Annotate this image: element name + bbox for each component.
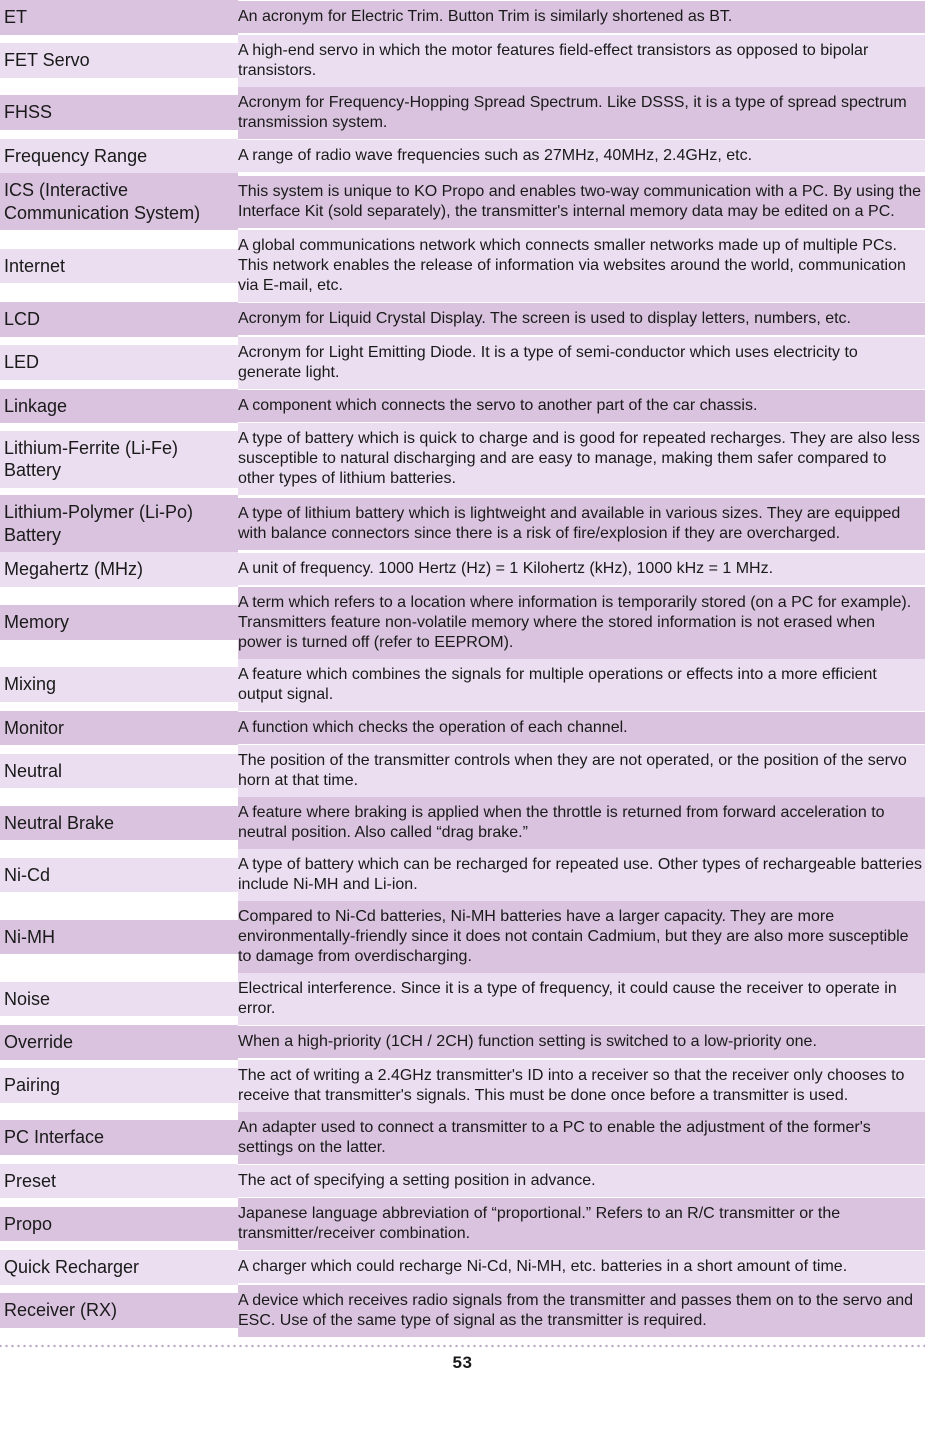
glossary-row: ICS (Interactive Communication System)Th… xyxy=(0,173,925,230)
glossary-term: Linkage xyxy=(0,389,238,424)
glossary-term: Noise xyxy=(0,982,238,1017)
glossary-definition: A charger which could recharge Ni-Cd, Ni… xyxy=(238,1251,925,1283)
glossary-row: FHSSAcronym for Frequency-Hopping Spread… xyxy=(0,87,925,139)
glossary-row: FET ServoA high-end servo in which the m… xyxy=(0,35,925,87)
glossary-definition: Japanese language abbreviation of “propo… xyxy=(238,1198,925,1250)
glossary-row: PairingThe act of writing a 2.4GHz trans… xyxy=(0,1060,925,1112)
glossary-term: Internet xyxy=(0,249,238,284)
glossary-row: Ni-MHCompared to Ni-Cd batteries, Ni-MH … xyxy=(0,901,925,973)
glossary-term: Lithium-Polymer (Li-Po) Battery xyxy=(0,495,238,552)
glossary-definition: An adapter used to connect a transmitter… xyxy=(238,1112,925,1164)
glossary-definition: A term which refers to a location where … xyxy=(238,587,925,659)
glossary-row: Lithium-Polymer (Li-Po) BatteryA type of… xyxy=(0,495,925,552)
glossary-definition: Compared to Ni-Cd batteries, Ni-MH batte… xyxy=(238,901,925,973)
glossary-row: PresetThe act of specifying a setting po… xyxy=(0,1164,925,1199)
glossary-term: Ni-MH xyxy=(0,920,238,955)
glossary-definition: A type of lithium battery which is light… xyxy=(238,498,925,550)
glossary-term: Mixing xyxy=(0,667,238,702)
glossary-row: MemoryA term which refers to a location … xyxy=(0,587,925,659)
glossary-definition: Acronym for Liquid Crystal Display. The … xyxy=(238,303,925,335)
glossary-term: FET Servo xyxy=(0,43,238,78)
glossary-definition: The act of writing a 2.4GHz transmitter'… xyxy=(238,1060,925,1112)
page-number: 53 xyxy=(0,1353,925,1373)
glossary-definition: A range of radio wave frequencies such a… xyxy=(238,140,925,172)
glossary-definition: A function which checks the operation of… xyxy=(238,712,925,744)
glossary-definition: The position of the transmitter controls… xyxy=(238,745,925,797)
glossary-definition: Acronym for Frequency-Hopping Spread Spe… xyxy=(238,87,925,139)
glossary-row: Receiver (RX)A device which receives rad… xyxy=(0,1285,925,1337)
glossary-term: Monitor xyxy=(0,711,238,746)
glossary-definition: A feature where braking is applied when … xyxy=(238,797,925,849)
glossary-row: Quick RechargerA charger which could rec… xyxy=(0,1250,925,1285)
glossary-row: Frequency RangeA range of radio wave fre… xyxy=(0,139,925,174)
glossary-term: Preset xyxy=(0,1164,238,1199)
glossary-term: ICS (Interactive Communication System) xyxy=(0,173,238,230)
glossary-row: PropoJapanese language abbreviation of “… xyxy=(0,1198,925,1250)
page-footer: 53 xyxy=(0,1343,925,1383)
glossary-row: Ni-CdA type of battery which can be rech… xyxy=(0,849,925,901)
glossary-term: Megahertz (MHz) xyxy=(0,552,238,587)
glossary-row: MonitorA function which checks the opera… xyxy=(0,711,925,746)
glossary-term: Receiver (RX) xyxy=(0,1293,238,1328)
glossary-definition: Electrical interference. Since it is a t… xyxy=(238,973,925,1025)
glossary-term: LED xyxy=(0,345,238,380)
glossary-row: Lithium-Ferrite (Li-Fe) BatteryA type of… xyxy=(0,423,925,495)
glossary-term: LCD xyxy=(0,302,238,337)
glossary-term: Override xyxy=(0,1025,238,1060)
glossary-term: PC Interface xyxy=(0,1120,238,1155)
glossary-row: MixingA feature which combines the signa… xyxy=(0,659,925,711)
glossary-row: PC InterfaceAn adapter used to connect a… xyxy=(0,1112,925,1164)
glossary-definition: A type of battery which is quick to char… xyxy=(238,423,925,495)
glossary-term: FHSS xyxy=(0,95,238,130)
glossary-definition: When a high-priority (1CH / 2CH) functio… xyxy=(238,1026,925,1058)
glossary-term: Memory xyxy=(0,605,238,640)
glossary-row: ETAn acronym for Electric Trim. Button T… xyxy=(0,0,925,35)
glossary-row: InternetA global communications network … xyxy=(0,230,925,302)
glossary-row: NoiseElectrical interference. Since it i… xyxy=(0,973,925,1025)
glossary-definition: A high-end servo in which the motor feat… xyxy=(238,35,925,87)
footer-dots xyxy=(0,1343,925,1349)
glossary-term: Pairing xyxy=(0,1068,238,1103)
glossary-definition: A type of battery which can be recharged… xyxy=(238,849,925,901)
glossary-definition: This system is unique to KO Propo and en… xyxy=(238,176,925,228)
glossary-definition: A device which receives radio signals fr… xyxy=(238,1285,925,1337)
glossary-definition: Acronym for Light Emitting Diode. It is … xyxy=(238,337,925,389)
glossary-row: Neutral BrakeA feature where braking is … xyxy=(0,797,925,849)
glossary-definition: A component which connects the servo to … xyxy=(238,390,925,422)
glossary-row: LEDAcronym for Light Emitting Diode. It … xyxy=(0,337,925,389)
glossary-term: Neutral xyxy=(0,754,238,789)
glossary-row: Megahertz (MHz)A unit of frequency. 1000… xyxy=(0,552,925,587)
glossary-term: Frequency Range xyxy=(0,139,238,174)
glossary-definition: A global communications network which co… xyxy=(238,230,925,302)
glossary-definition: An acronym for Electric Trim. Button Tri… xyxy=(238,1,925,33)
glossary-definition: The act of specifying a setting position… xyxy=(238,1165,925,1197)
glossary-row: LinkageA component which connects the se… xyxy=(0,389,925,424)
glossary-term: Ni-Cd xyxy=(0,858,238,893)
glossary-row: OverrideWhen a high-priority (1CH / 2CH)… xyxy=(0,1025,925,1060)
glossary-definition: A feature which combines the signals for… xyxy=(238,659,925,711)
glossary-definition: A unit of frequency. 1000 Hertz (Hz) = 1… xyxy=(238,553,925,585)
glossary-term: Propo xyxy=(0,1207,238,1242)
glossary-row: NeutralThe position of the transmitter c… xyxy=(0,745,925,797)
glossary-table: ETAn acronym for Electric Trim. Button T… xyxy=(0,0,925,1337)
glossary-term: Quick Recharger xyxy=(0,1250,238,1285)
glossary-term: Lithium-Ferrite (Li-Fe) Battery xyxy=(0,431,238,488)
glossary-term: Neutral Brake xyxy=(0,806,238,841)
glossary-row: LCDAcronym for Liquid Crystal Display. T… xyxy=(0,302,925,337)
glossary-term: ET xyxy=(0,0,238,35)
